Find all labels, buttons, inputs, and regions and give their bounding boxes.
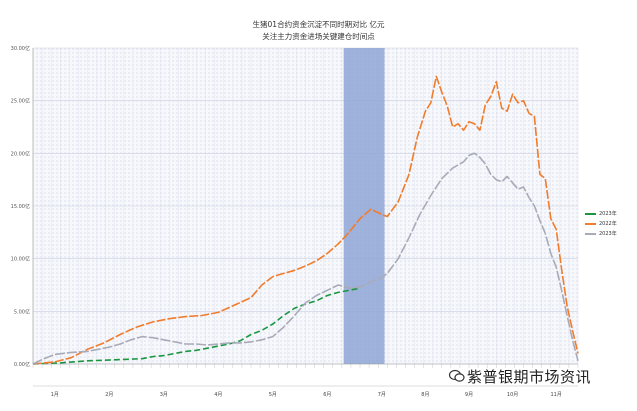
x-month-label: 3月 xyxy=(160,392,168,398)
highlight-rect xyxy=(343,48,385,364)
legend-item: 2022年 xyxy=(585,220,617,227)
series-line-1 xyxy=(32,75,579,365)
x-axis: 1月 2月 3月 4月 5月 6月 7月 8月 9月 10月 11月 xyxy=(32,363,579,398)
x-month-label: 11月 xyxy=(551,392,562,398)
watermark-text: 紫普银期市场资讯 xyxy=(467,368,592,386)
legend-label: 2023年 xyxy=(599,231,617,237)
legend-label: 2023年 xyxy=(599,211,617,217)
x-month-label: 2月 xyxy=(105,392,113,398)
wechat-icon xyxy=(449,369,465,382)
legend-swatch xyxy=(585,222,596,225)
x-month-label: 9月 xyxy=(465,392,473,398)
x-month-label: 7月 xyxy=(378,392,386,398)
x-month-label: 4月 xyxy=(214,392,222,398)
y-axis: 0.00亿 5.00亿 10.00亿 15.00亿 20.00亿 25.00亿 30.00亿 xyxy=(11,45,34,368)
series-line-0 xyxy=(32,287,361,365)
y-tick-label: 20.00亿 xyxy=(11,150,30,157)
chart-subtitle: 关注主力资金进场关键建仓时间点 xyxy=(262,32,375,41)
x-month-label: 10月 xyxy=(507,392,518,398)
y-tick-label: 5.00亿 xyxy=(14,308,30,315)
x-month-label: 5月 xyxy=(269,392,277,398)
y-tick-label: 0.00亿 xyxy=(14,361,30,368)
legend-swatch xyxy=(585,212,596,215)
x-month-label: 8月 xyxy=(421,392,429,398)
chart-title: 生猪01合约资金沉淀不同时期对比 亿元 xyxy=(252,20,385,29)
y-tick-label: 10.00亿 xyxy=(11,256,30,263)
x-month-label: 6月 xyxy=(323,392,331,398)
highlight-band xyxy=(343,48,385,364)
legend-swatch xyxy=(585,232,596,235)
y-tick-label: 30.00亿 xyxy=(11,45,30,52)
series-line-2 xyxy=(32,152,579,365)
y-tick-label: 25.00亿 xyxy=(11,98,30,105)
legend-item: 2023年 xyxy=(585,210,617,217)
grid-lines xyxy=(32,47,579,365)
y-tick-label: 15.00亿 xyxy=(11,203,30,210)
x-month-label: 1月 xyxy=(51,392,59,398)
legend-label: 2022年 xyxy=(599,221,617,227)
series-group xyxy=(32,75,579,365)
legend-item: 2023年 xyxy=(585,230,617,237)
